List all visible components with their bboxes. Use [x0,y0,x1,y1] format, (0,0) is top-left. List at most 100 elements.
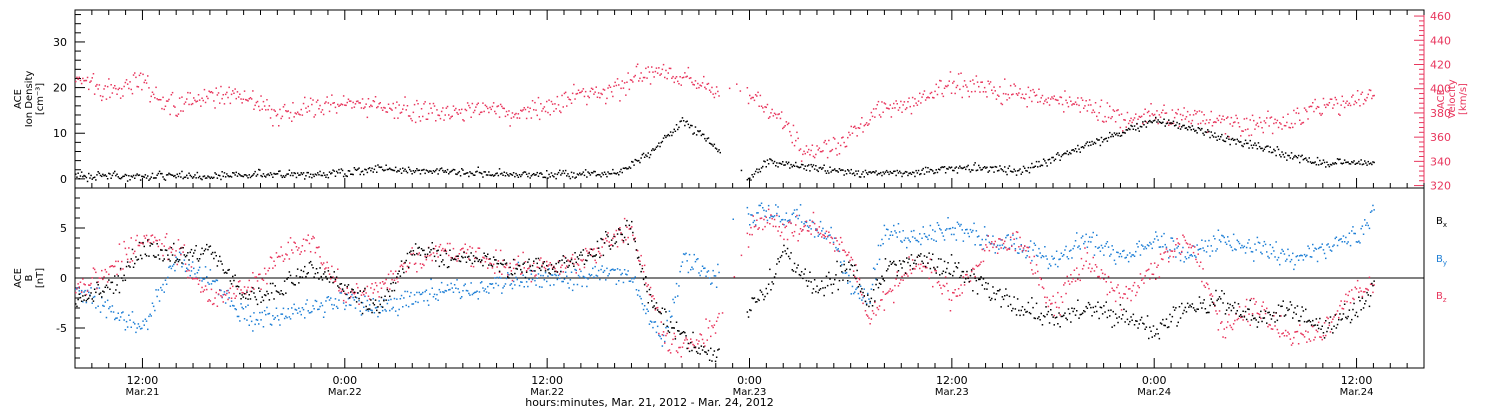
by-point [777,206,779,208]
bz-point [495,249,497,251]
density-point [425,169,428,171]
velocity-point [227,96,229,99]
density-point [273,172,275,175]
by-point [163,291,165,293]
by-point [157,289,160,291]
density-point [313,175,315,178]
density-point [83,174,85,177]
bz-point [321,263,324,266]
bz-point [1236,318,1238,321]
velocity-point [549,114,551,116]
bx-point [237,286,240,288]
velocity-point [1326,103,1328,106]
velocity-point [478,113,481,116]
bz-point [1164,251,1166,253]
density-point [877,172,880,175]
bz-point [471,247,474,249]
bz-point [341,289,344,292]
density-point [839,169,842,172]
by-point [409,295,411,298]
density-point [993,171,995,173]
bz-point [546,260,548,263]
by-point [155,289,157,291]
by-point [1173,248,1176,250]
density-point [1242,145,1244,148]
velocity-point [1322,97,1325,100]
density-point [104,174,106,176]
by-point [961,229,963,231]
by-point [262,326,265,328]
bx-point [110,281,112,284]
bx-point [148,255,150,257]
velocity-point [147,75,149,77]
bz-point [1192,251,1195,254]
bz-point [1289,338,1292,340]
by-point [765,210,767,212]
velocity-point [108,78,110,80]
by-point [632,281,634,283]
by-point [1026,255,1028,257]
density-point [175,176,177,179]
density-point [387,168,390,171]
density-point [1179,128,1182,130]
velocity-point [736,83,738,85]
velocity-point [1356,90,1359,92]
bz-point [361,291,364,294]
bz-point [245,293,247,295]
bz-point [1196,261,1198,263]
density-point [985,167,987,169]
velocity-point [360,107,363,109]
density-point [253,173,255,175]
bz-point [472,265,475,268]
bz-point [1155,278,1157,280]
bz-point [612,237,614,240]
bz-point [573,263,575,265]
velocity-point [754,94,757,96]
by-point [445,290,448,292]
bz-point [274,264,276,267]
velocity-point [540,103,542,105]
density-point [358,167,360,169]
by-point [757,212,759,214]
velocity-point [891,107,894,109]
bx-point [347,284,350,286]
by-point [919,233,921,235]
density-point [1255,144,1257,147]
bz-point [1131,290,1133,292]
bx-point [348,297,351,299]
by-point [197,269,200,271]
bz-point [1118,292,1120,294]
density-point [512,172,515,174]
bx-point [432,247,435,250]
density-point [472,174,475,176]
velocity-point [254,104,256,107]
density-point [776,162,778,164]
by-point [150,315,152,317]
velocity-point [1026,106,1028,108]
bx-point [384,295,386,297]
by-point [457,288,459,290]
by-point [874,268,876,271]
density-point [91,178,93,180]
velocity-point [481,111,483,113]
velocity-point [834,138,836,140]
by-point [255,318,258,321]
density-point [1065,152,1067,155]
density-point [112,172,115,174]
velocity-point [944,85,947,87]
density-point [154,177,156,179]
bz-point [90,282,92,285]
by-point [497,284,500,287]
bz-point [255,276,258,278]
bz-point [448,254,450,257]
bz-point [999,238,1001,240]
velocity-point [1271,132,1274,135]
bx-point [109,288,111,290]
bx-point [248,294,250,296]
bz-point [858,278,861,281]
density-point [867,173,869,176]
velocity-point [1216,117,1218,120]
density-point [1347,161,1349,163]
by-point [213,280,215,282]
density-point [1218,138,1221,140]
